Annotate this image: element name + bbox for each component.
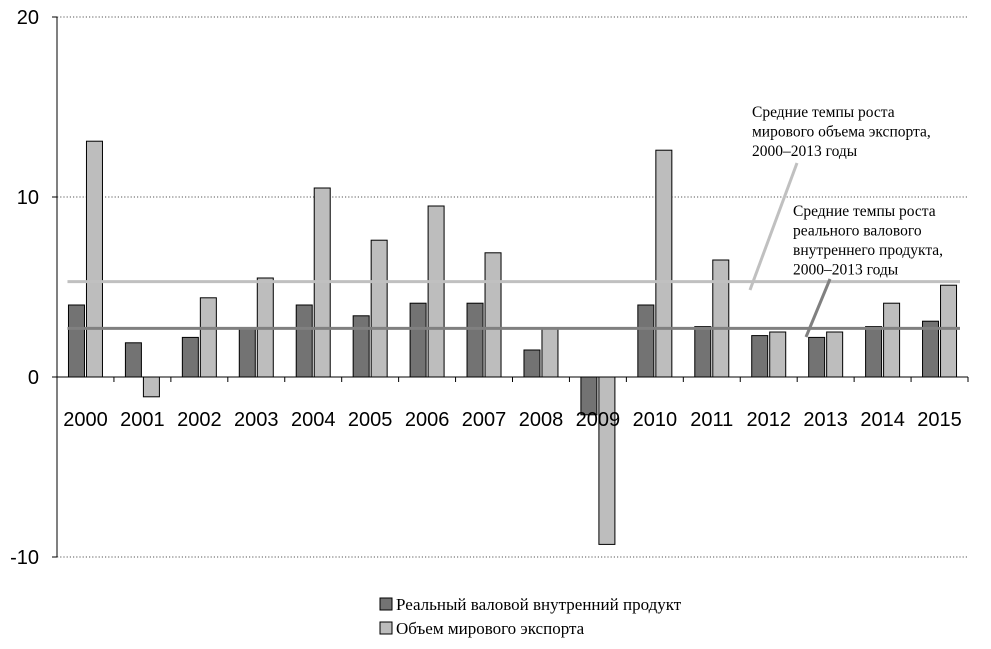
bar-export-2011: [712, 259, 730, 378]
x-tick-label: 2005: [348, 409, 393, 431]
x-tick-label: 2007: [462, 409, 507, 431]
bar-export-2015: [940, 284, 958, 378]
bar-gdp-2014: [865, 326, 883, 378]
bar-gdp-2002: [181, 336, 199, 378]
x-tick-label: 2001: [120, 409, 165, 431]
bar-export-2000: [85, 140, 103, 378]
annotation-pointer-export_avg: [748, 162, 799, 291]
x-tick-label: 2003: [234, 409, 279, 431]
x-tick-label: 2002: [177, 409, 222, 431]
bar-export-2008: [541, 327, 559, 378]
x-tick-label: 2004: [291, 409, 336, 431]
y-tick-label: 20: [17, 7, 39, 29]
x-tick-label: 2015: [917, 409, 962, 431]
legend-label: Объем мирового экспорта: [396, 619, 585, 638]
x-tick-label: 2012: [746, 409, 791, 431]
bar-gdp-2000: [67, 304, 85, 378]
x-tick-label: 2013: [803, 409, 848, 431]
y-tick-label: -10: [10, 547, 39, 569]
bar-gdp-2012: [751, 335, 769, 378]
annotation-gdp_avg: Средние темпы роста реального валового вну…: [793, 203, 943, 279]
bar-export-2007: [484, 252, 502, 378]
bar-export-2013: [826, 331, 844, 378]
y-tick-label: 10: [17, 187, 39, 209]
x-tick-label: 2008: [519, 409, 564, 431]
bar-gdp-2003: [238, 327, 256, 378]
x-tick-label: 2014: [860, 409, 905, 431]
x-tick-label: 2000: [63, 409, 108, 431]
bar-gdp-2007: [466, 302, 484, 378]
annotation-export_avg: Средние темпы роста мирового объема экспо…: [752, 104, 931, 160]
x-tick-label: 2010: [633, 409, 678, 431]
bar-export-2001: [142, 376, 160, 398]
bar-gdp-2006: [409, 302, 427, 378]
bar-export-2009: [598, 376, 616, 545]
legend-label: Реальный валовой внутренний продукт: [396, 595, 682, 614]
y-tick-label: 0: [28, 367, 39, 389]
bar-gdp-2005: [352, 315, 370, 378]
x-tick-label: 2009: [576, 409, 621, 431]
bar-gdp-2013: [808, 336, 826, 378]
annotation-pointer-gdp_avg: [804, 278, 832, 338]
bar-gdp-2001: [124, 342, 142, 378]
x-tick-label: 2006: [405, 409, 450, 431]
bar-export-2002: [199, 297, 217, 378]
bar-gdp-2011: [694, 326, 712, 378]
bar-gdp-2004: [295, 304, 313, 378]
x-tick-label: 2011: [690, 409, 733, 431]
bar-export-2012: [769, 331, 787, 378]
bar-gdp-2010: [637, 304, 655, 378]
bar-gdp-2008: [523, 349, 541, 378]
bar-export-2005: [370, 239, 388, 378]
bar-export-2014: [883, 302, 901, 378]
bar-export-2010: [655, 149, 673, 378]
bar-export-2006: [427, 205, 445, 378]
legend-swatch: [379, 621, 393, 635]
legend-swatch: [379, 597, 393, 611]
